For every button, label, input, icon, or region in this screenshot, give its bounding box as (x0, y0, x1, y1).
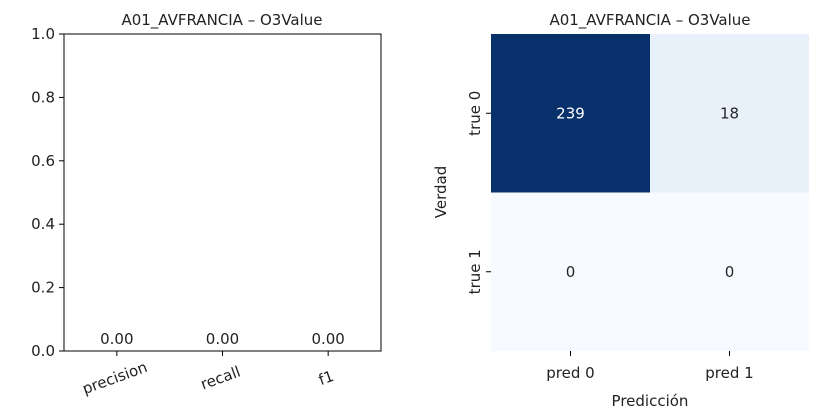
y-tick-label: 0.2 (31, 279, 55, 297)
heatmap-cell-value: 239 (556, 104, 585, 122)
heatmap-title: A01_AVFRANCIA – O3Value (549, 11, 750, 30)
bar-chart-title: A01_AVFRANCIA – O3Value (121, 11, 322, 30)
heatmap-y-axis: true 0 true 1 (466, 91, 491, 294)
heatmap-cell (650, 192, 809, 351)
bar-value-label: 0.00 (311, 330, 344, 348)
y-tick-label: 0.6 (31, 152, 55, 170)
x-tick-label: pred 0 (546, 364, 594, 382)
bar-value-label: 0.00 (100, 330, 133, 348)
y-tick-label: true 1 (466, 249, 484, 294)
heatmap-cell (650, 34, 809, 193)
heatmap-x-axis-label: Predicción (612, 392, 689, 410)
heatmap-cell-value: 18 (720, 104, 739, 122)
heatmap-cell (491, 192, 650, 351)
heatmap-cell-value: 0 (725, 263, 735, 281)
y-tick-label: 0.4 (31, 215, 55, 233)
bar-chart-value-labels: 0.00 0.00 0.00 (100, 330, 345, 348)
bar-chart-x-axis: precision recall f1 (80, 351, 336, 398)
heatmap-cell-value: 0 (566, 263, 576, 281)
confusion-matrix-heatmap: A01_AVFRANCIA – O3Value 239 180 0 pred 0 pr… (432, 11, 809, 410)
y-tick-label: true 0 (466, 91, 484, 136)
y-tick-label: 0.0 (31, 342, 55, 360)
heatmap-cells (491, 34, 809, 351)
x-tick-label: recall (198, 363, 243, 394)
x-tick-label: precision (80, 358, 150, 398)
bar-chart-plot-frame (63, 33, 382, 352)
y-tick-label: 0.8 (31, 88, 55, 106)
x-tick-label: pred 1 (705, 364, 753, 382)
x-tick-label: f1 (316, 367, 336, 389)
heatmap-cell-labels: 239 18 0 0 (556, 104, 739, 281)
bar-chart-y-axis: 0.0 0.2 0.4 0.6 0.8 1.0 (31, 25, 64, 360)
heatmap-x-axis: pred 0 pred 1 (546, 351, 754, 382)
bar-value-label: 0.00 (206, 330, 239, 348)
y-tick-label: 1.0 (31, 25, 55, 43)
heatmap-y-axis-label: Verdad (432, 166, 450, 218)
metrics-bar-chart: A01_AVFRANCIA – O3Value 0.0 0.2 0.4 0.6 0.8 1… (31, 11, 382, 398)
heatmap-cell (491, 34, 650, 193)
